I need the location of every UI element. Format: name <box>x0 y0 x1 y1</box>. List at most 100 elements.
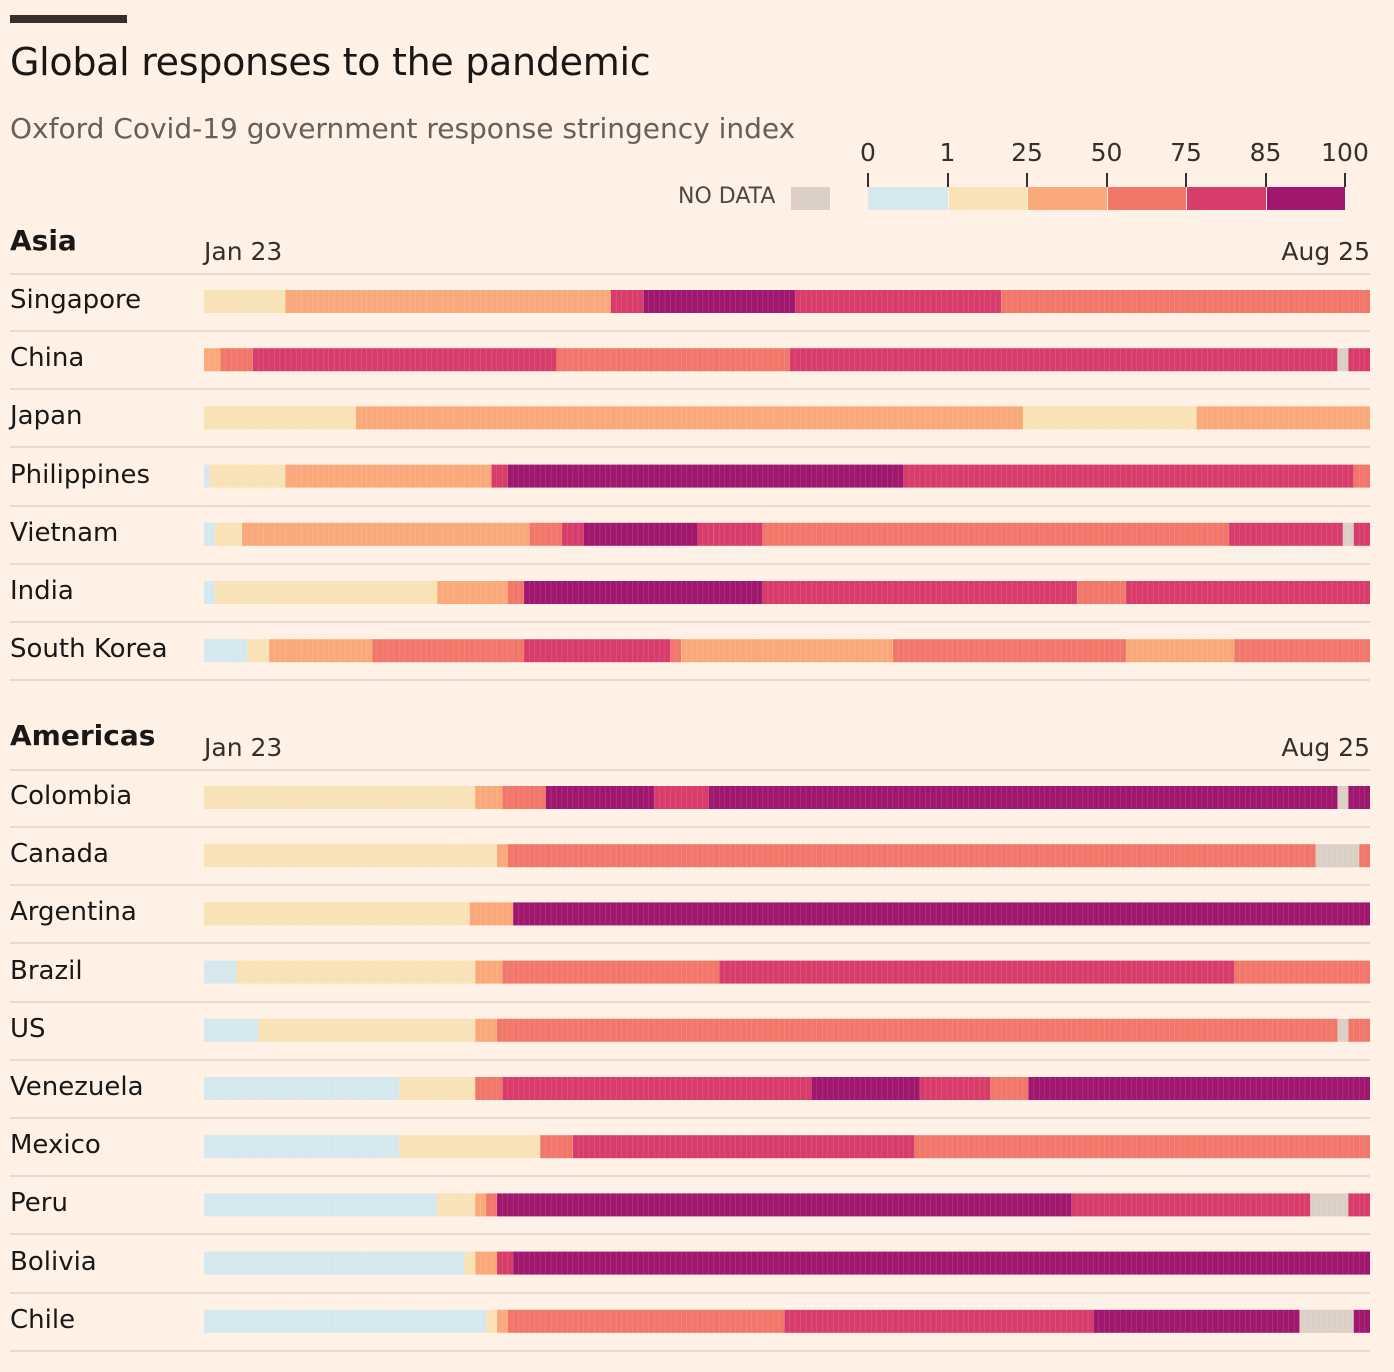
x-end-label: Aug 25 <box>1281 237 1370 266</box>
legend-tick <box>867 173 869 187</box>
heatmap-segment <box>496 1309 508 1333</box>
heatmap-segment <box>204 290 286 313</box>
heatmap-segment <box>903 464 1354 488</box>
heatmap-segment <box>1342 522 1354 546</box>
row-divider <box>10 1175 1370 1178</box>
legend-swatch-25-50 <box>1028 187 1107 210</box>
legend-no-data-swatch <box>791 187 830 210</box>
country-label: Mexico <box>10 1130 101 1161</box>
heatmap-segment <box>258 1018 476 1042</box>
heatmap-segment <box>507 1309 785 1333</box>
legend-swatch-75-85 <box>1187 187 1266 210</box>
country-label: Peru <box>10 1188 68 1219</box>
heatmap-segment <box>1229 522 1343 546</box>
heatmap-segment <box>762 522 1229 546</box>
heatmap-segment <box>204 844 497 868</box>
heatmap-segment <box>269 639 373 663</box>
chart-title: Global responses to the pandemic <box>10 40 651 84</box>
row-divider <box>10 826 1370 828</box>
heatmap-segment <box>990 1077 1029 1100</box>
top-accent-bar <box>10 15 127 23</box>
country-label: South Korea <box>10 634 168 665</box>
legend-swatch-85-100 <box>1266 187 1345 210</box>
heatmap-segment <box>1299 1309 1354 1333</box>
heatmap-segment <box>670 639 682 663</box>
heatmap-segment <box>204 1193 438 1217</box>
heatmap-segment <box>708 786 1338 809</box>
legend-tick-label: 75 <box>1170 138 1202 167</box>
heatmap-segment <box>524 581 763 604</box>
heatmap-segment <box>719 960 1235 984</box>
region-title: Asia <box>10 224 77 257</box>
heatmap-segment <box>204 639 248 663</box>
row-divider <box>10 504 1370 507</box>
heatmap-segment <box>496 1018 1338 1042</box>
heatmap-segment <box>236 960 476 984</box>
heatmap-segment <box>1359 844 1370 868</box>
heatmap-segment <box>204 1018 259 1042</box>
heatmap-segment <box>681 639 893 663</box>
heatmap-segment <box>1234 960 1370 984</box>
x-start-label: Jan 23 <box>204 237 283 266</box>
row-divider <box>10 273 1370 275</box>
heatmap-segment <box>892 639 1126 663</box>
heatmap-segment <box>204 1077 400 1100</box>
heatmap-segment <box>513 1251 1370 1275</box>
heatmap-segment <box>643 290 796 313</box>
country-label: Philippines <box>10 459 151 490</box>
legend-swatch-1-25 <box>948 187 1027 210</box>
legend-tick <box>1185 173 1187 187</box>
heatmap-segment <box>919 1077 991 1100</box>
heatmap-segment <box>204 960 237 984</box>
heatmap-segment <box>529 522 562 546</box>
country-label: Canada <box>10 839 109 870</box>
row-divider <box>10 1117 1370 1119</box>
row-divider <box>10 884 1370 887</box>
heatmap-segment <box>502 960 720 984</box>
heatmap-segment <box>762 581 1078 604</box>
heatmap-segment <box>1126 639 1235 663</box>
heatmap-segment <box>784 1309 1094 1333</box>
heatmap-segment <box>1077 581 1126 604</box>
row-divider <box>10 446 1370 449</box>
legend-tick <box>1026 173 1028 187</box>
row-divider <box>10 679 1370 682</box>
legend-swatch-50-75 <box>1107 187 1186 210</box>
heatmap-segment <box>561 522 584 546</box>
heatmap-segment <box>209 464 286 488</box>
country-label: Chile <box>10 1304 76 1335</box>
heatmap-segment <box>1353 1309 1370 1333</box>
heatmap-segment <box>252 348 557 372</box>
heatmap-segment <box>204 1309 486 1333</box>
heatmap-segment <box>1310 1193 1349 1217</box>
heatmap-segment <box>475 1251 497 1275</box>
heatmap-segment <box>204 1135 400 1159</box>
row-divider <box>10 1000 1370 1003</box>
chart-subtitle: Oxford Covid-19 government response stri… <box>10 112 796 145</box>
row-divider <box>10 562 1370 565</box>
country-label: Argentina <box>10 897 137 928</box>
heatmap-segment <box>1353 464 1370 488</box>
heatmap-segment <box>540 1135 573 1159</box>
legend-swatch-0-1 <box>868 187 948 210</box>
heatmap-segment <box>654 786 709 809</box>
row-divider <box>10 1291 1370 1294</box>
heatmap-segment <box>507 581 524 604</box>
heatmap-segment <box>1315 844 1360 868</box>
legend-tick-label: 50 <box>1090 138 1123 167</box>
legend-tick <box>1105 173 1108 187</box>
heatmap-segment <box>1353 522 1370 546</box>
country-label: Singapore <box>10 285 142 315</box>
heatmap-segment <box>1348 1193 1370 1217</box>
heatmap-segment <box>496 1193 1072 1217</box>
country-label: Bolivia <box>10 1246 97 1277</box>
heatmap-segment <box>507 464 904 488</box>
heatmap-segment <box>583 522 698 546</box>
heatmap-segment <box>204 348 221 372</box>
row-divider <box>10 769 1370 771</box>
x-end-label: Aug 25 <box>1281 733 1370 762</box>
heatmap-segment <box>399 1077 476 1100</box>
heatmap-segment <box>204 581 215 604</box>
heatmap-segment <box>214 522 242 546</box>
